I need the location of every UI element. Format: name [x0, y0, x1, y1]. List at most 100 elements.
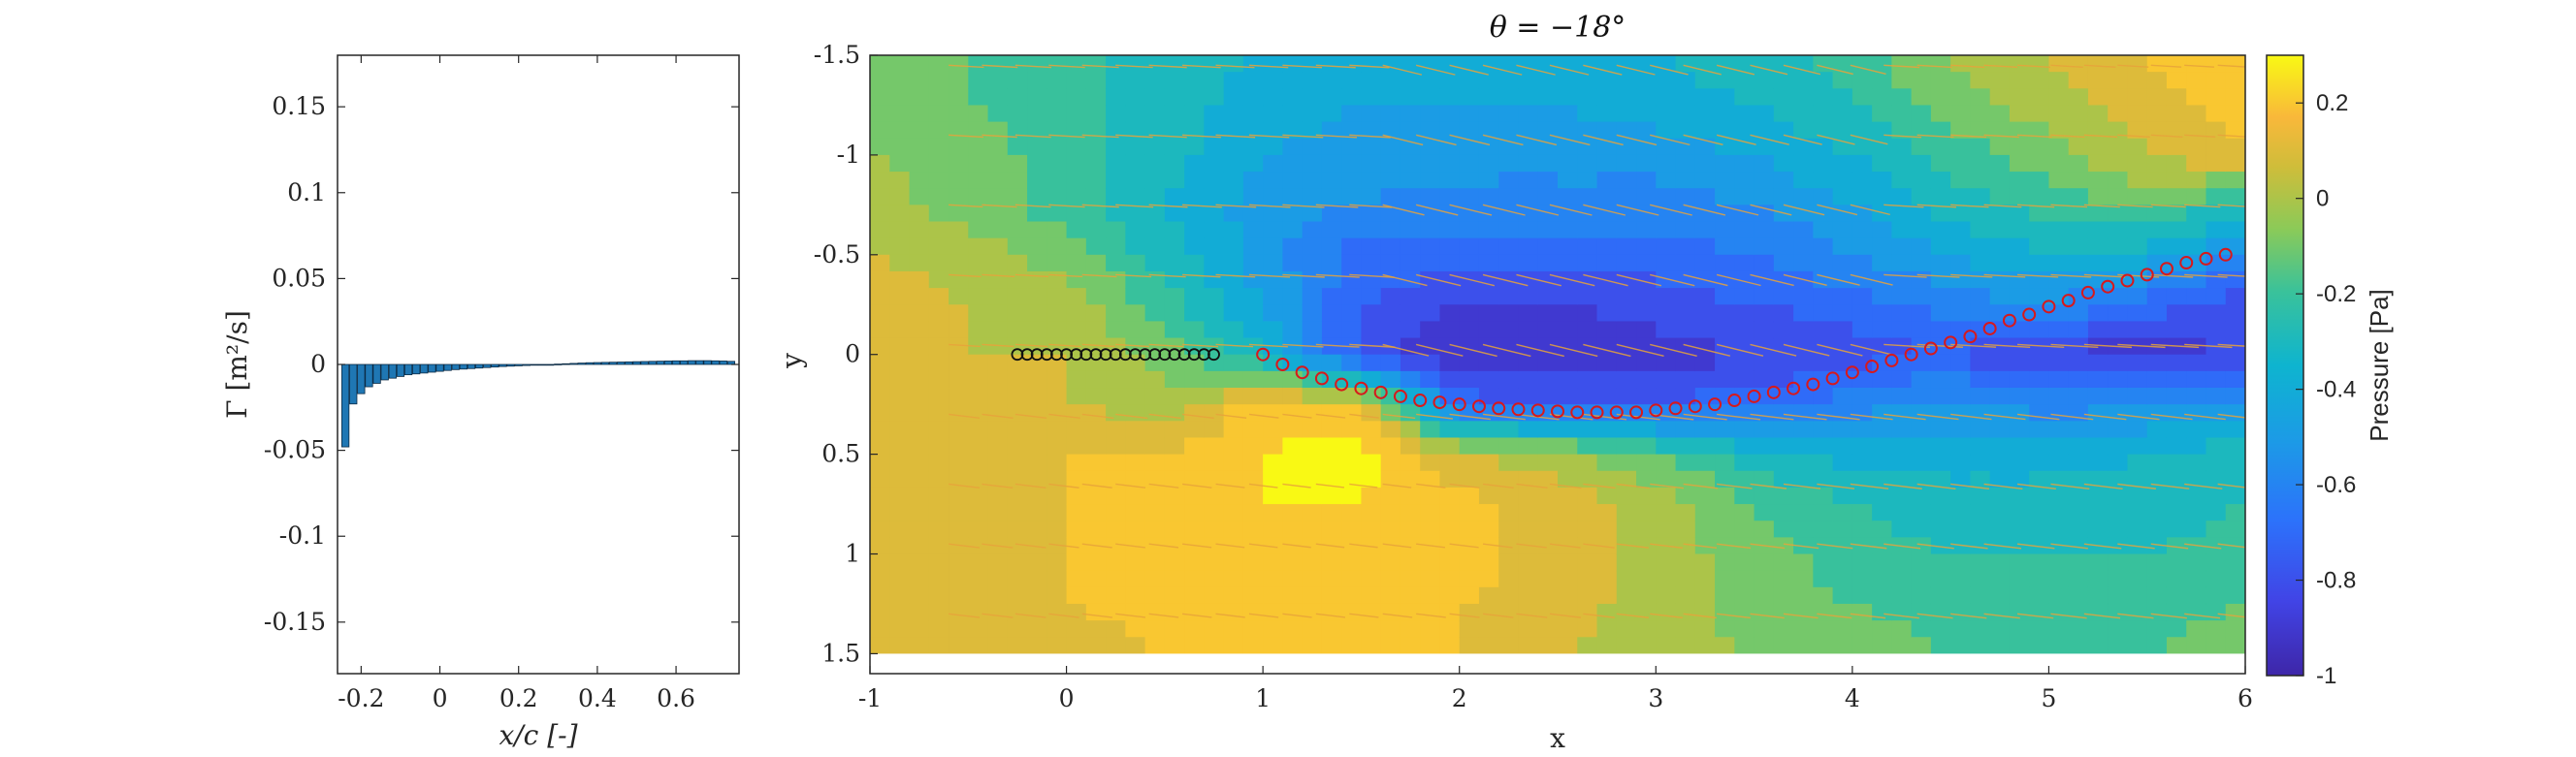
pressure-cell	[1537, 354, 1559, 372]
pressure-cell	[870, 421, 890, 439]
pressure-cell	[1656, 138, 1677, 156]
pressure-cell	[1321, 237, 1342, 256]
quiver-arrow	[1215, 413, 1247, 419]
pressure-cell	[1636, 537, 1657, 555]
pressure-cell	[1558, 254, 1578, 272]
pressure-cell	[2186, 437, 2207, 456]
pressure-field	[870, 55, 2245, 668]
quiver-arrow	[1716, 413, 1761, 421]
pressure-cell	[1715, 154, 1735, 173]
pressure-cell	[1577, 321, 1598, 339]
quiver-arrow	[1850, 613, 1886, 619]
pressure-cell	[1694, 553, 1716, 572]
quiver-arrow	[1282, 273, 1325, 278]
pressure-cell	[2009, 370, 2030, 389]
pressure-cell	[2225, 172, 2245, 189]
pressure-cell	[1852, 304, 1873, 323]
gamma-bar	[656, 361, 664, 365]
pressure-cell	[1616, 288, 1637, 305]
pressure-cell	[1656, 586, 1677, 605]
pressure-cell	[1478, 421, 1499, 439]
pressure-cell	[1459, 603, 1480, 621]
pressure-cell	[2206, 537, 2227, 555]
pressure-cell	[1911, 454, 1932, 472]
pressure-cell	[1636, 487, 1657, 505]
pressure-cell	[1891, 72, 1913, 89]
pressure-cell	[1106, 88, 1126, 107]
pressure-cell	[968, 520, 989, 538]
pressure-cell	[1636, 553, 1657, 572]
pressure-cell	[1537, 237, 1559, 256]
quiver-arrow	[2184, 543, 2222, 550]
pressure-cell	[1558, 304, 1578, 323]
pressure-cell	[1813, 55, 1834, 73]
pressure-cell	[1656, 172, 1677, 189]
pressure-cell	[1518, 504, 1539, 521]
pressure-cell	[1656, 154, 1677, 173]
pressure-cell	[2009, 570, 2030, 588]
pressure-cell	[2108, 388, 2129, 405]
pressure-cell	[987, 637, 1009, 655]
pressure-cell	[2087, 221, 2109, 239]
quiver-arrow	[1717, 664, 1750, 668]
pressure-cell	[1204, 504, 1225, 521]
pressure-cell	[1734, 88, 1755, 107]
wake-point	[1766, 385, 1781, 399]
pressure-cell	[1852, 55, 1873, 73]
gamma-bar	[474, 363, 484, 369]
pressure-cell	[1813, 304, 1834, 323]
pressure-cell	[1302, 637, 1323, 655]
pressure-cell	[1085, 370, 1107, 389]
pressure-cell	[2087, 570, 2109, 588]
pressure-cell	[1439, 72, 1461, 89]
pressure-cell	[1302, 88, 1323, 107]
pressure-cell	[1970, 603, 1991, 621]
quiver-arrow	[2217, 273, 2245, 277]
pressure-cell	[1066, 520, 1087, 538]
pressure-cell	[1675, 72, 1696, 89]
pressure-cell	[1380, 72, 1401, 89]
pressure-cell	[1694, 520, 1716, 538]
quiver-arrow	[2117, 204, 2153, 208]
gamma-bar	[680, 360, 689, 365]
pressure-cell	[2068, 586, 2089, 605]
pressure-cell	[987, 337, 1009, 356]
pressure-cell	[1596, 586, 1618, 605]
pressure-cell	[1537, 188, 1559, 205]
pressure-cell	[1813, 154, 1834, 173]
pressure-cell	[1872, 454, 1892, 472]
pressure-cell	[1930, 603, 1951, 621]
pressure-cell	[928, 537, 950, 555]
pressure-cell	[2048, 188, 2070, 205]
pressure-cell	[968, 88, 989, 107]
pressure-cell	[870, 205, 890, 223]
pressure-cell	[1989, 270, 2011, 289]
pressure-cell	[1459, 138, 1480, 156]
pressure-cell	[1773, 637, 1794, 655]
pressure-cell	[870, 337, 890, 356]
pressure-cell	[1164, 237, 1185, 256]
pressure-cell	[1970, 354, 1991, 372]
pressure-cell	[2186, 520, 2207, 538]
pressure-cell	[1282, 154, 1304, 173]
pressure-cell	[2048, 221, 2070, 239]
quiver-arrow	[1550, 664, 1582, 668]
pressure-cell	[1046, 487, 1068, 505]
pressure-cell	[909, 421, 930, 439]
pressure-cell	[909, 221, 930, 239]
pressure-cell	[1891, 637, 1913, 655]
gamma-bar	[451, 363, 460, 370]
pressure-cell	[968, 537, 989, 555]
pressure-cell	[1263, 637, 1283, 655]
pressure-cell	[2108, 188, 2129, 205]
wake-point	[1393, 389, 1407, 403]
gamma-x-ticks: -0.2 0 0.2 0.4 0.6	[338, 55, 695, 712]
pressure-cell	[909, 553, 930, 572]
pressure-cell	[1498, 254, 1520, 272]
pressure-cell	[2225, 586, 2245, 605]
pressure-cell	[1302, 188, 1323, 205]
pressure-cell	[1537, 304, 1559, 323]
gamma-bar	[483, 363, 492, 368]
pressure-cell	[1400, 354, 1421, 372]
pressure-cell	[928, 237, 950, 256]
